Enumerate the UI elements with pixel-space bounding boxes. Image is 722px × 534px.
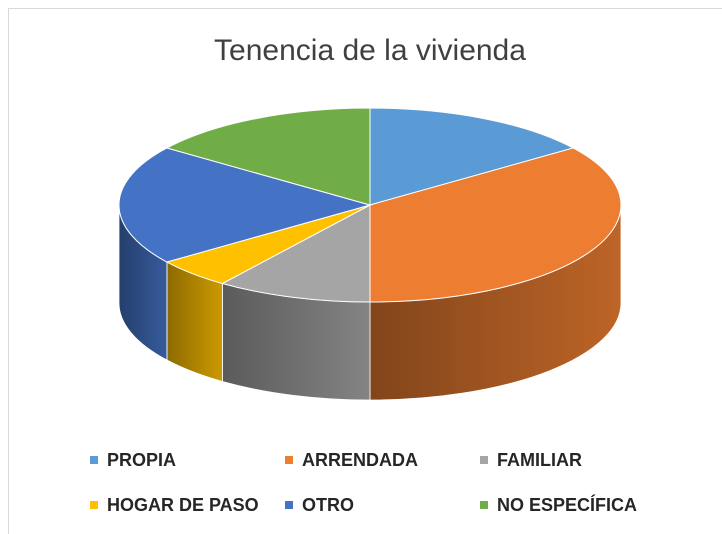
- legend-swatch: [285, 501, 293, 509]
- legend-swatch: [480, 456, 488, 464]
- legend-label: OTRO: [302, 495, 354, 515]
- pie-slice: [369, 107, 575, 206]
- legend-swatch: [480, 501, 488, 509]
- chart-title: Tenencia de la vivienda: [214, 34, 526, 67]
- legend-swatch: [90, 456, 98, 464]
- legend-label: NO ESPECÍFICA: [497, 494, 637, 515]
- legend-swatch: [285, 456, 293, 464]
- legend-label: PROPIA: [107, 450, 176, 470]
- pie-slice: [165, 107, 371, 206]
- legend-label: HOGAR DE PASO: [107, 495, 259, 515]
- pie-slice: [221, 204, 371, 303]
- pie-slice: [369, 147, 622, 303]
- legend-label: FAMILIAR: [497, 450, 582, 470]
- pie-slice: [118, 147, 372, 263]
- legend-label: ARRENDADA: [302, 450, 418, 470]
- legend-swatch: [90, 501, 98, 509]
